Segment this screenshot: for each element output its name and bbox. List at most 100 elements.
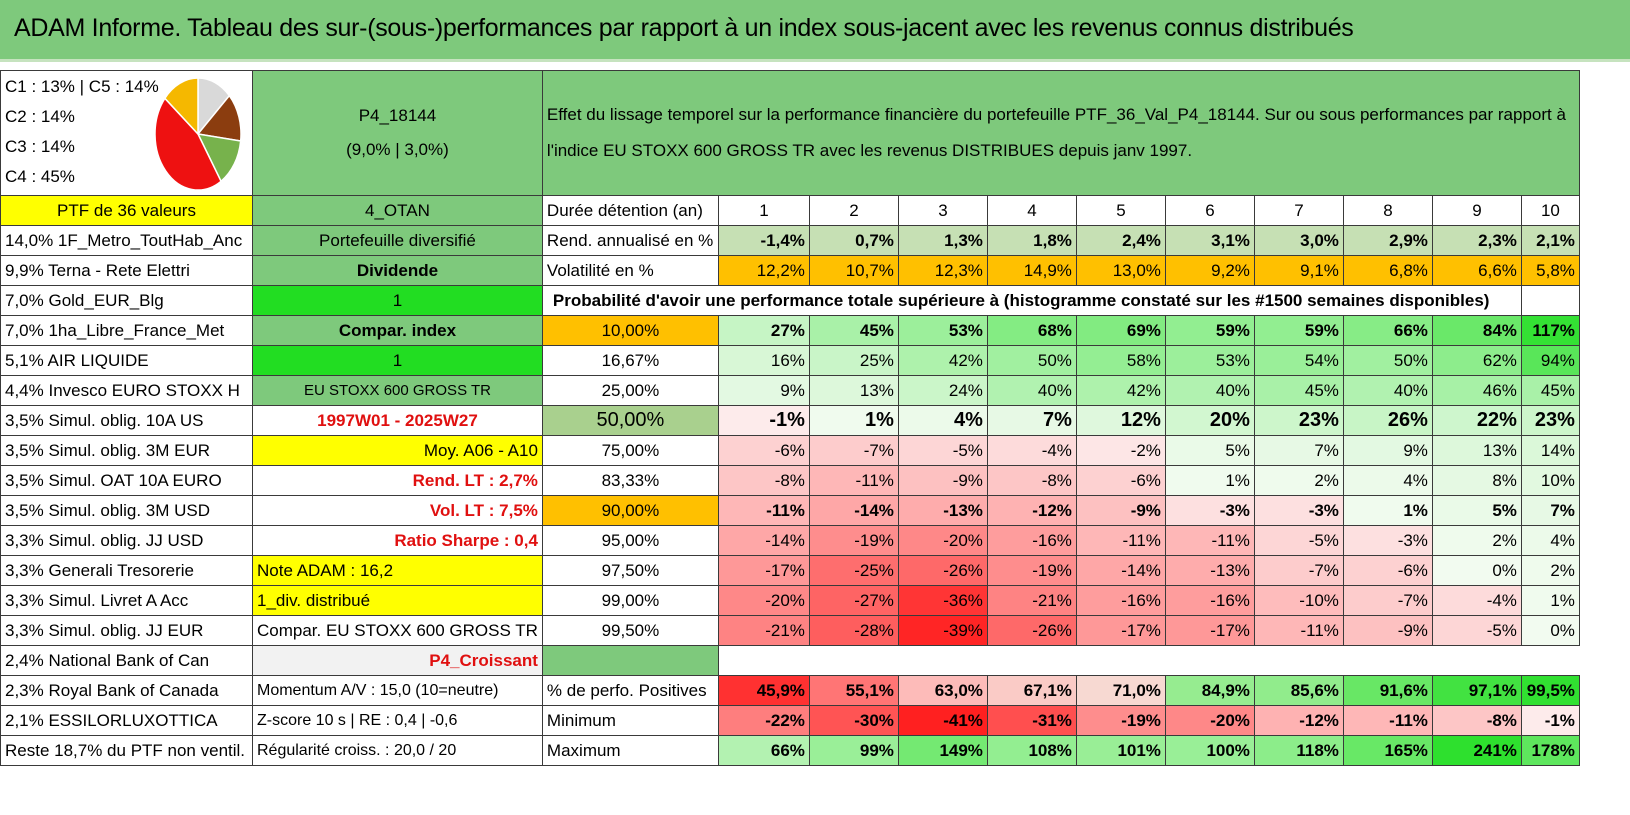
vol-value: 10,7% (808, 255, 899, 286)
probability-value: -13% (897, 495, 988, 526)
probability-value: -11% (1253, 615, 1344, 646)
probability-value: 4% (1342, 465, 1433, 496)
probability-value: 9% (717, 375, 810, 406)
probability-value: 4% (897, 405, 988, 436)
pie-slice-c5 (163, 77, 199, 136)
minimum-value: -12% (1253, 705, 1344, 736)
probability-value: -17% (1164, 615, 1255, 646)
info-cell: Compar. EU STOXX 600 GROSS TR (252, 615, 543, 646)
probability-value: 45% (1520, 375, 1580, 406)
duration-label: Durée détention (an) (541, 195, 719, 226)
positive-label: % de perfo. Positives (541, 675, 719, 706)
probability-value: -2% (1075, 435, 1166, 466)
empty-cell (541, 645, 719, 676)
maximum-value: 118% (1253, 735, 1344, 766)
probability-value: -8% (986, 465, 1077, 496)
portfolio-params: (9,0% | 3,0%) (346, 140, 449, 159)
minimum-value: -19% (1075, 705, 1166, 736)
table-row: 3,3% Simul. Livret A Acc 1_div. distribué… (0, 585, 1580, 616)
rend-label: Rend. annualisé en % (541, 225, 719, 256)
info-cell: 4_OTAN (252, 195, 543, 226)
header-row: C1 : 13% | C5 : 14% C2 : 14% C3 : 14% C4… (0, 70, 1580, 196)
probability-value: -19% (808, 525, 899, 556)
performance-table: C1 : 13% | C5 : 14% C2 : 14% C3 : 14% C4… (0, 70, 1580, 766)
holding-cell: 5,1% AIR LIQUIDE (0, 345, 253, 376)
probability-value: -11% (1075, 525, 1166, 556)
probability-value: -25% (808, 555, 899, 586)
probability-value: 20% (1164, 405, 1255, 436)
year-header: 3 (897, 195, 988, 226)
probability-value: 1% (1164, 465, 1255, 496)
probability-value: -17% (717, 555, 810, 586)
probability-value: -5% (897, 435, 988, 466)
probability-value: 14% (1520, 435, 1580, 466)
probability-value: 10% (1520, 465, 1580, 496)
table-row: 14,0% 1F_Metro_ToutHab_Anc Portefeuille d… (0, 225, 1580, 256)
probability-value: 69% (1075, 315, 1166, 346)
probability-value: 22% (1431, 405, 1522, 436)
vol-value: 6,6% (1431, 255, 1522, 286)
probability-value: -8% (717, 465, 810, 496)
table-row: 2,4% National Bank of Can P4_Croissant (0, 645, 1580, 676)
table-row: 3,5% Simul. oblig. 3M EUR Moy. A06 - A10 7… (0, 435, 1580, 466)
year-header: 4 (986, 195, 1077, 226)
info-cell: Portefeuille diversifié (252, 225, 543, 256)
maximum-value: 178% (1520, 735, 1580, 766)
positive-value: 71,0% (1075, 675, 1166, 706)
probability-value: -26% (897, 555, 988, 586)
portfolio-code: P4_18144 (358, 106, 437, 125)
probability-value: 13% (1431, 435, 1522, 466)
years-row: PTF de 36 valeurs 4_OTAN Durée détention (… (0, 195, 1580, 226)
probability-value: -20% (897, 525, 988, 556)
empty-cell (717, 645, 1580, 676)
probability-value: -11% (808, 465, 899, 496)
probability-value: -6% (1342, 555, 1433, 586)
minimum-value: -1% (1520, 705, 1580, 736)
probability-value: 25% (808, 345, 899, 376)
rend-value: 3,1% (1164, 225, 1255, 256)
probability-value: -7% (1253, 555, 1344, 586)
probability-value: -19% (986, 555, 1077, 586)
probability-value: -7% (1342, 585, 1433, 616)
table-row: 9,9% Terna - Rete Elettri Dividende Volati… (0, 255, 1580, 286)
table-row: Reste 18,7% du PTF non ventil. Régularité… (0, 735, 1580, 766)
probability-value: -3% (1164, 495, 1255, 526)
probability-value: 94% (1520, 345, 1580, 376)
info-cell: EU STOXX 600 GROSS TR (252, 375, 543, 406)
probability-value: -9% (1342, 615, 1433, 646)
info-cell: Momentum A/V : 15,0 (10=neutre) (252, 675, 543, 706)
probability-value: -16% (1075, 585, 1166, 616)
maximum-value: 101% (1075, 735, 1166, 766)
table-row: 5,1% AIR LIQUIDE 1 16,67% 16% 25% 42% 50% 58% 53… (0, 345, 1580, 376)
minimum-value: -30% (808, 705, 899, 736)
info-cell: Rend. LT : 2,7% (252, 465, 543, 496)
positive-value: 84,9% (1164, 675, 1255, 706)
probability-value: 1% (1520, 585, 1580, 616)
table-body: C1 : 13% | C5 : 14% C2 : 14% C3 : 14% C4… (0, 70, 1580, 766)
probability-value: -36% (897, 585, 988, 616)
table-row: 3,3% Simul. oblig. JJ EUR Compar. EU STOX… (0, 615, 1580, 646)
info-cell: Z-score 10 s | RE : 0,4 | -0,6 (252, 705, 543, 736)
holding-cell: 7,0% 1ha_Libre_France_Met (0, 315, 253, 346)
probability-value: 1% (1342, 495, 1433, 526)
minimum-value: -20% (1164, 705, 1255, 736)
info-cell: Compar. index (252, 315, 543, 346)
probability-value: 1% (808, 405, 899, 436)
minimum-label: Minimum (541, 705, 719, 736)
info-cell: 1_div. distribué (252, 585, 543, 616)
probability-value: 7% (986, 405, 1077, 436)
holding-cell: 3,5% Simul. OAT 10A EURO (0, 465, 253, 496)
holding-cell: 3,3% Generali Tresorerie (0, 555, 253, 586)
probability-value: 59% (1164, 315, 1255, 346)
year-header: 9 (1431, 195, 1522, 226)
minimum-value: -41% (897, 705, 988, 736)
rend-value: 2,1% (1520, 225, 1580, 256)
vol-value: 6,8% (1342, 255, 1433, 286)
probability-value: -16% (1164, 585, 1255, 616)
table-row: 3,3% Simul. oblig. JJ USD Ratio Sharpe : … (0, 525, 1580, 556)
probability-value: -5% (1253, 525, 1344, 556)
holding-cell: Reste 18,7% du PTF non ventil. (0, 735, 253, 766)
vol-value: 5,8% (1520, 255, 1580, 286)
rend-value: 2,9% (1342, 225, 1433, 256)
info-cell: P4_Croissant (252, 645, 543, 676)
